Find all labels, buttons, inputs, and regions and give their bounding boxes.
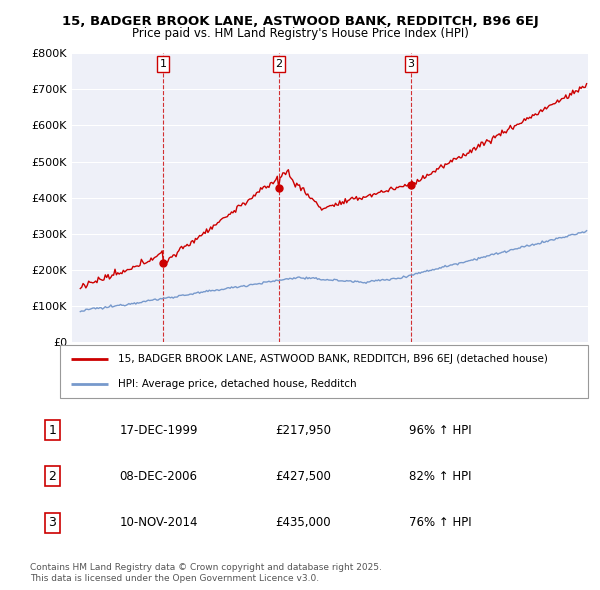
Text: 15, BADGER BROOK LANE, ASTWOOD BANK, REDDITCH, B96 6EJ (detached house): 15, BADGER BROOK LANE, ASTWOOD BANK, RED… xyxy=(118,355,548,365)
Text: Contains HM Land Registry data © Crown copyright and database right 2025.
This d: Contains HM Land Registry data © Crown c… xyxy=(30,563,382,583)
Text: 3: 3 xyxy=(49,516,56,529)
FancyBboxPatch shape xyxy=(60,345,588,398)
Text: 3: 3 xyxy=(407,59,415,69)
Text: 82% ↑ HPI: 82% ↑ HPI xyxy=(409,470,472,483)
Text: Price paid vs. HM Land Registry's House Price Index (HPI): Price paid vs. HM Land Registry's House … xyxy=(131,27,469,40)
Text: £217,950: £217,950 xyxy=(275,424,332,437)
Text: HPI: Average price, detached house, Redditch: HPI: Average price, detached house, Redd… xyxy=(118,379,357,389)
Text: 2: 2 xyxy=(275,59,283,69)
Text: 1: 1 xyxy=(160,59,166,69)
Text: 76% ↑ HPI: 76% ↑ HPI xyxy=(409,516,472,529)
Text: £435,000: £435,000 xyxy=(275,516,331,529)
Text: 2: 2 xyxy=(49,470,56,483)
Text: 1: 1 xyxy=(49,424,56,437)
Text: 15, BADGER BROOK LANE, ASTWOOD BANK, REDDITCH, B96 6EJ: 15, BADGER BROOK LANE, ASTWOOD BANK, RED… xyxy=(62,15,538,28)
Text: 10-NOV-2014: 10-NOV-2014 xyxy=(119,516,198,529)
Text: 17-DEC-1999: 17-DEC-1999 xyxy=(119,424,198,437)
Text: 96% ↑ HPI: 96% ↑ HPI xyxy=(409,424,472,437)
Text: £427,500: £427,500 xyxy=(275,470,331,483)
Text: 08-DEC-2006: 08-DEC-2006 xyxy=(119,470,197,483)
